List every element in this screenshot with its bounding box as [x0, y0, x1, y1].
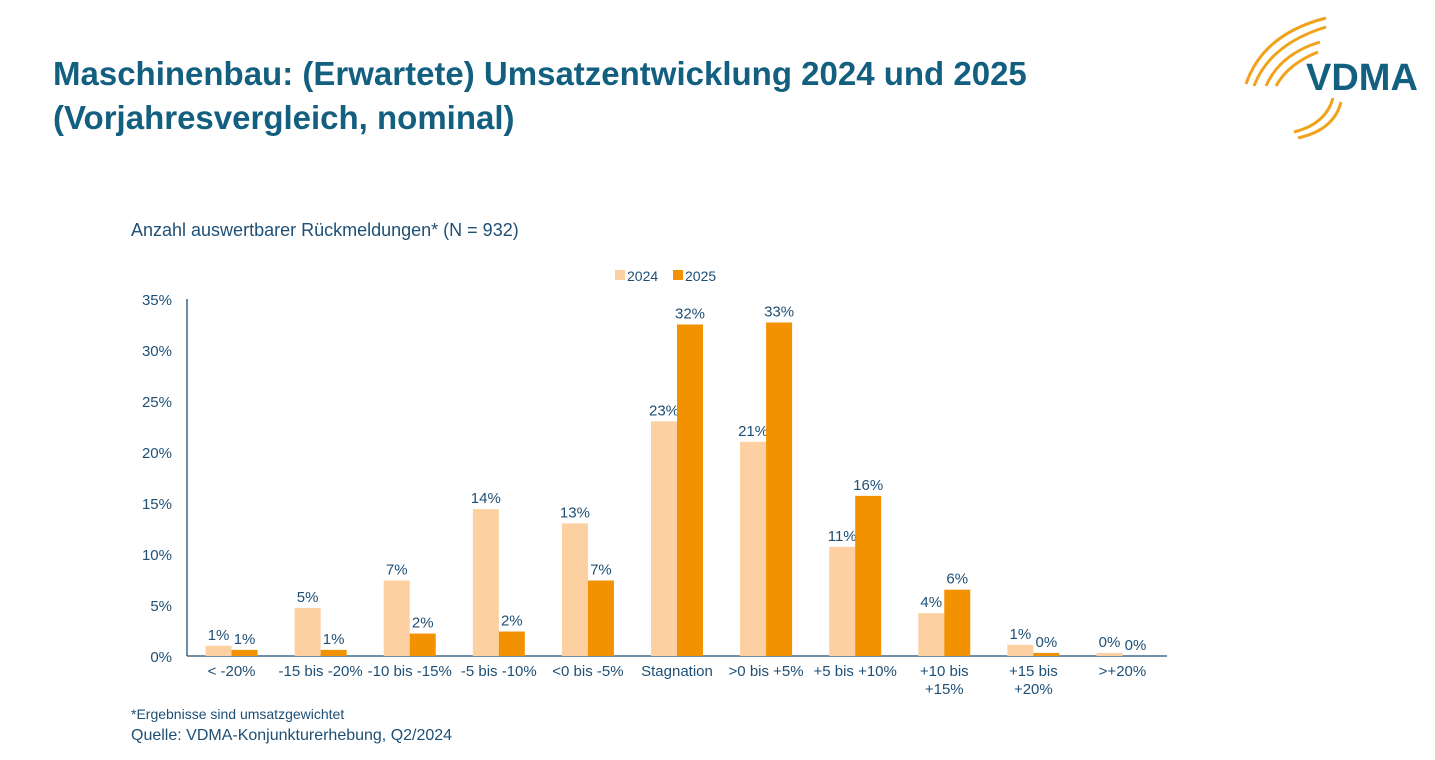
bar-2025	[409, 633, 436, 656]
data-label-2024: 11%	[828, 528, 857, 545]
title-line-1: Maschinenbau: (Erwartete) Umsatzentwickl…	[53, 55, 1027, 92]
x-tick-label: -10 bis -15%	[368, 663, 452, 680]
y-tick-label: 15%	[142, 496, 172, 513]
logo-text: VDMA	[1306, 57, 1418, 99]
y-tick-label: 25%	[142, 394, 172, 411]
data-label-2024: 4%	[920, 594, 942, 611]
bar-2024	[383, 580, 410, 656]
x-tick-label: Stagnation	[641, 663, 713, 680]
data-label-2024: 5%	[297, 589, 319, 606]
bar-2025	[231, 649, 258, 656]
x-tick-label: +10 bis	[920, 663, 969, 680]
data-label-2024: 1%	[208, 627, 230, 644]
x-tick-label: >0 bis +5%	[729, 663, 804, 680]
bar-2024	[205, 645, 232, 656]
footnote: *Ergebnisse sind umsatzgewichtet	[131, 706, 345, 722]
data-label-2024: 21%	[738, 423, 768, 440]
x-tick-label: -5 bis -10%	[461, 663, 537, 680]
data-label-2025: 1%	[323, 631, 345, 648]
bar-2024	[740, 441, 767, 656]
title-line-2: (Vorjahresvergleich, nominal)	[53, 99, 515, 136]
bar-2025	[944, 589, 971, 656]
x-tick-label: < -20%	[208, 663, 256, 680]
chart-subtitle: Anzahl auswertbarer Rückmeldungen* (N = …	[131, 220, 519, 240]
data-label-2024: 0%	[1099, 634, 1121, 651]
data-label-2024: 23%	[649, 402, 679, 419]
bar-2024	[918, 613, 945, 656]
data-label-2024: 1%	[1010, 626, 1032, 643]
bar-2024	[651, 421, 677, 656]
bar-2025	[1033, 652, 1060, 656]
x-tick-label: +5 bis +10%	[813, 663, 896, 680]
y-tick-label: 30%	[142, 343, 172, 360]
bar-2024	[1096, 652, 1123, 656]
source-note: Quelle: VDMA-Konjunkturerhebung, Q2/2024	[131, 727, 453, 744]
data-label-2024: 14%	[471, 490, 501, 507]
page-title: Maschinenbau: (Erwartete) Umsatzentwickl…	[53, 52, 1027, 140]
data-label-2025: 16%	[853, 477, 883, 494]
data-label-2025: 2%	[501, 613, 523, 630]
vdma-logo: VDMA	[1244, 16, 1418, 139]
bar-2025	[587, 580, 614, 656]
data-label-2025: 32%	[675, 306, 705, 323]
y-tick-label: 20%	[142, 445, 172, 462]
y-tick-label: 0%	[150, 649, 172, 666]
bar-2024	[1007, 644, 1034, 656]
legend-swatch-2024	[615, 270, 625, 280]
bar-2025	[677, 324, 703, 656]
bar-2024	[294, 608, 321, 656]
x-tick-label: +15%	[925, 681, 964, 698]
data-label-2025: 7%	[590, 562, 612, 579]
data-label-2024: 7%	[386, 562, 408, 579]
bar-2025	[320, 649, 347, 656]
bar-2025	[855, 495, 882, 656]
legend-label-2025: 2025	[685, 268, 716, 284]
data-label-2024: 13%	[560, 504, 590, 521]
data-label-2025: 6%	[946, 571, 968, 588]
data-label-2025: 1%	[234, 631, 256, 648]
y-tick-label: 35%	[142, 292, 172, 309]
data-label-2025: 0%	[1036, 634, 1058, 651]
bar-2024	[472, 509, 499, 656]
x-tick-label: +20%	[1014, 681, 1053, 698]
x-tick-label: >+20%	[1099, 663, 1147, 680]
legend-swatch-2025	[673, 270, 683, 280]
x-tick-label: +15 bis	[1009, 663, 1058, 680]
x-tick-label: -15 bis -20%	[279, 663, 363, 680]
bar-2024	[561, 523, 588, 656]
data-label-2025: 33%	[764, 303, 794, 320]
y-tick-label: 10%	[142, 547, 172, 564]
data-label-2025: 2%	[412, 615, 434, 632]
legend-label-2024: 2024	[627, 268, 658, 284]
bar-2024	[829, 546, 856, 656]
bar-2025	[498, 631, 525, 656]
x-tick-label: <0 bis -5%	[552, 663, 623, 680]
bar-2025	[766, 322, 793, 656]
data-label-2025: 0%	[1125, 637, 1147, 654]
y-tick-label: 5%	[150, 598, 172, 615]
